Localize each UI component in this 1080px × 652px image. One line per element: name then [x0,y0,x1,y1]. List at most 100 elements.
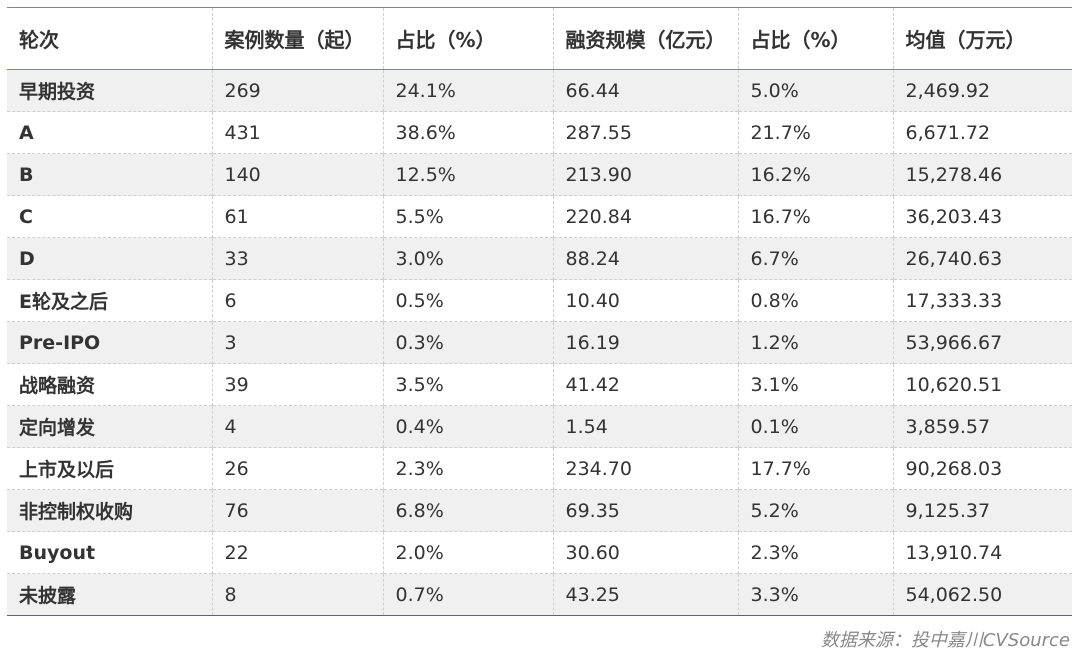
table-row: B 140 12.5% 213.90 16.2% 15,278.46 [7,153,1072,196]
cell-amount-share: 1.2% [737,321,893,364]
table-row: 上市及以后 26 2.3% 234.70 17.7% 90,268.03 [7,447,1072,490]
cell-amount-share: 5.2% [737,489,893,532]
cell-round: C [19,205,33,228]
cell-count-share: 2.3% [382,447,553,490]
cell-financing-amount: 1.54 [552,405,738,448]
cell-round: 早期投资 [19,81,96,103]
cell-count-share: 12.5% [382,153,553,196]
cell-count-share: 3.5% [382,363,553,406]
cell-average-value: 54,062.50 [892,573,1072,616]
cell-amount-share: 0.1% [737,405,893,448]
header-round: 轮次 [19,28,59,52]
table-row: 早期投资 269 24.1% 66.44 5.0% 2,469.92 [7,69,1072,112]
cell-round: B [19,163,34,186]
cell-case-count: 39 [211,363,383,406]
cell-count-share: 38.6% [382,111,553,154]
cell-amount-share: 16.7% [737,195,893,238]
cell-average-value: 15,278.46 [892,153,1072,196]
cell-average-value: 3,859.57 [892,405,1072,448]
cell-round: 上市及以后 [19,459,115,481]
cell-case-count: 22 [211,531,383,574]
cell-amount-share: 6.7% [737,237,893,280]
cell-count-share: 6.8% [382,489,553,532]
cell-financing-amount: 30.60 [552,531,738,574]
cell-round: E轮及之后 [19,291,108,313]
cell-amount-share: 3.3% [737,573,893,616]
cell-average-value: 13,910.74 [892,531,1072,574]
table-row: 定向增发 4 0.4% 1.54 0.1% 3,859.57 [7,405,1072,448]
cell-case-count: 6 [211,279,383,322]
cell-case-count: 33 [211,237,383,280]
cell-case-count: 8 [211,573,383,616]
cell-case-count: 76 [211,489,383,532]
cell-round: A [19,121,34,144]
cell-count-share: 0.7% [382,573,553,616]
header-count-share: 占比（%） [382,7,553,70]
table-row: Buyout 22 2.0% 30.60 2.3% 13,910.74 [7,531,1072,574]
cell-average-value: 36,203.43 [892,195,1072,238]
cell-case-count: 140 [211,153,383,196]
cell-average-value: 17,333.33 [892,279,1072,322]
cell-financing-amount: 213.90 [552,153,738,196]
cell-amount-share: 0.8% [737,279,893,322]
cell-round: Buyout [19,541,96,564]
cell-financing-amount: 220.84 [552,195,738,238]
cell-count-share: 0.3% [382,321,553,364]
cell-round: Pre-IPO [19,331,101,354]
cell-financing-amount: 88.24 [552,237,738,280]
cell-case-count: 269 [211,69,383,112]
cell-case-count: 26 [211,447,383,490]
table-row: 战略融资 39 3.5% 41.42 3.1% 10,620.51 [7,363,1072,406]
cell-average-value: 2,469.92 [892,69,1072,112]
cell-financing-amount: 41.42 [552,363,738,406]
header-average-value: 均值（万元） [892,7,1072,70]
table-row: A 431 38.6% 287.55 21.7% 6,671.72 [7,111,1072,154]
cell-amount-share: 5.0% [737,69,893,112]
cell-financing-amount: 234.70 [552,447,738,490]
header-financing-amount: 融资规模（亿元） [552,7,738,70]
cell-count-share: 2.0% [382,531,553,574]
cell-average-value: 53,966.67 [892,321,1072,364]
cell-average-value: 9,125.37 [892,489,1072,532]
cell-round: 战略融资 [19,375,96,397]
cell-amount-share: 17.7% [737,447,893,490]
cell-round: D [19,247,35,270]
cell-round: 非控制权收购 [19,501,134,523]
cell-average-value: 26,740.63 [892,237,1072,280]
cell-financing-amount: 287.55 [552,111,738,154]
cell-round: 未披露 [19,585,77,607]
header-amount-share: 占比（%） [737,7,893,70]
table-row: E轮及之后 6 0.5% 10.40 0.8% 17,333.33 [7,279,1072,322]
cell-count-share: 3.0% [382,237,553,280]
cell-financing-amount: 66.44 [552,69,738,112]
table-row: C 61 5.5% 220.84 16.7% 36,203.43 [7,195,1072,238]
table-row: 非控制权收购 76 6.8% 69.35 5.2% 9,125.37 [7,489,1072,532]
cell-count-share: 5.5% [382,195,553,238]
cell-case-count: 4 [211,405,383,448]
cell-financing-amount: 43.25 [552,573,738,616]
cell-amount-share: 16.2% [737,153,893,196]
cell-case-count: 61 [211,195,383,238]
cell-case-count: 431 [211,111,383,154]
cell-average-value: 90,268.03 [892,447,1072,490]
cell-amount-share: 3.1% [737,363,893,406]
financing-rounds-table: 轮次 案例数量（起） 占比（%） 融资规模（亿元） 占比（%） 均值（万元） 早期投资 26… [7,7,1072,616]
cell-amount-share: 2.3% [737,531,893,574]
cell-average-value: 6,671.72 [892,111,1072,154]
table-row: 未披露 8 0.7% 43.25 3.3% 54,062.50 [7,573,1072,616]
cell-case-count: 3 [211,321,383,364]
header-row: 轮次 案例数量（起） 占比（%） 融资规模（亿元） 占比（%） 均值（万元） [7,7,1072,70]
table-row: D 33 3.0% 88.24 6.7% 26,740.63 [7,237,1072,280]
cell-count-share: 0.5% [382,279,553,322]
header-case-count: 案例数量（起） [211,7,383,70]
cell-financing-amount: 69.35 [552,489,738,532]
source-note: 数据来源：投中嘉川CVSource [820,630,1070,651]
cell-amount-share: 21.7% [737,111,893,154]
cell-count-share: 24.1% [382,69,553,112]
table-row: Pre-IPO 3 0.3% 16.19 1.2% 53,966.67 [7,321,1072,364]
cell-count-share: 0.4% [382,405,553,448]
cell-round: 定向增发 [19,417,96,439]
cell-financing-amount: 10.40 [552,279,738,322]
cell-average-value: 10,620.51 [892,363,1072,406]
cell-financing-amount: 16.19 [552,321,738,364]
